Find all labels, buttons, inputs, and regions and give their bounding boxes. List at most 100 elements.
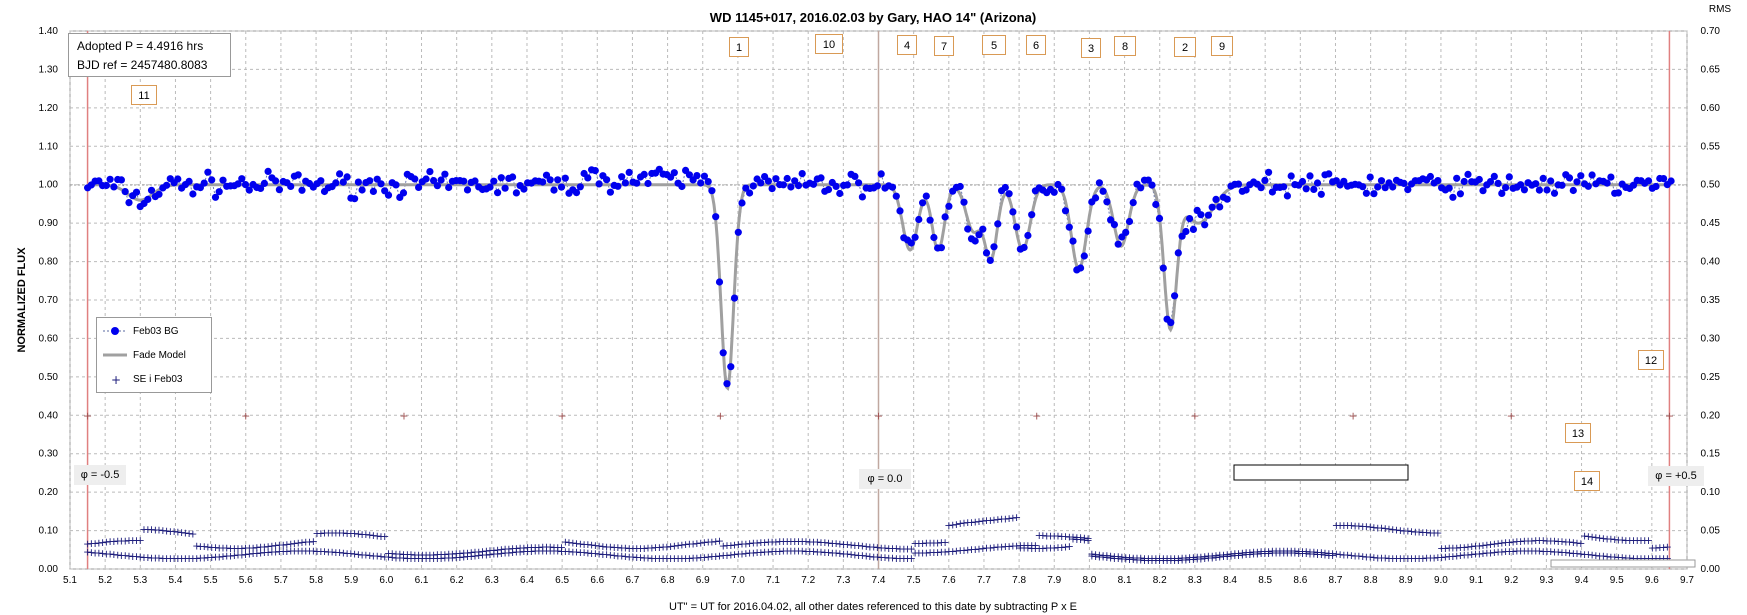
sei-point: + bbox=[1114, 552, 1123, 565]
sei-point: + bbox=[1557, 535, 1566, 548]
sei-point: + bbox=[380, 550, 389, 563]
data-point bbox=[945, 202, 953, 210]
sei-point: + bbox=[1177, 552, 1186, 565]
data-point bbox=[1242, 186, 1250, 194]
sei-point: + bbox=[192, 539, 201, 552]
sei-point: + bbox=[1279, 547, 1288, 560]
sei-point: + bbox=[218, 542, 227, 555]
data-point bbox=[561, 174, 569, 182]
sei-point: + bbox=[275, 539, 284, 552]
data-point bbox=[433, 182, 441, 190]
sei-point: + bbox=[1185, 553, 1194, 566]
sei-point: + bbox=[722, 549, 731, 562]
sei-point: + bbox=[98, 536, 107, 549]
annotation-12: 12 bbox=[1638, 350, 1664, 370]
sei-point: + bbox=[1599, 532, 1608, 545]
sei-point: + bbox=[1392, 524, 1401, 537]
sei-point: + bbox=[1245, 548, 1254, 561]
sei-point: + bbox=[508, 546, 517, 559]
sei-point: + bbox=[1377, 522, 1386, 535]
data-point bbox=[621, 179, 630, 187]
sei-point: + bbox=[290, 537, 299, 550]
sei-point: + bbox=[478, 549, 487, 562]
sei-point: + bbox=[1189, 551, 1198, 564]
sei-point: + bbox=[331, 527, 340, 540]
data-point bbox=[1058, 185, 1066, 193]
sei-point: + bbox=[1644, 534, 1653, 547]
sei-point: + bbox=[1659, 552, 1668, 565]
data-point bbox=[764, 177, 773, 185]
sei-point: + bbox=[1636, 552, 1645, 565]
x-tick-label: 6.5 bbox=[555, 575, 569, 586]
data-point bbox=[147, 186, 156, 194]
sei-point: + bbox=[869, 550, 878, 563]
sei-point: + bbox=[625, 542, 634, 555]
sei-point: + bbox=[1648, 552, 1657, 565]
data-point bbox=[1426, 172, 1434, 181]
sei-point: + bbox=[779, 545, 788, 558]
sei-point: + bbox=[899, 543, 908, 556]
sei-point: + bbox=[1512, 545, 1521, 558]
sei-point: + bbox=[188, 552, 197, 565]
data-point bbox=[1400, 179, 1408, 187]
sei-point: + bbox=[1347, 519, 1356, 532]
sei-point: + bbox=[670, 552, 679, 565]
sei-point: + bbox=[640, 551, 649, 564]
sei-point: + bbox=[335, 546, 344, 559]
sei-point: + bbox=[1486, 546, 1495, 559]
period-tick-mark: + bbox=[1665, 409, 1674, 422]
annotation-3: 3 bbox=[1081, 38, 1101, 58]
sei-point: + bbox=[1298, 547, 1307, 560]
data-point bbox=[1520, 186, 1528, 194]
sei-point: + bbox=[1211, 549, 1220, 562]
data-point bbox=[1061, 207, 1070, 215]
data-point bbox=[700, 172, 709, 180]
sei-point: + bbox=[982, 542, 991, 555]
sei-point: + bbox=[1467, 540, 1476, 553]
sei-point: + bbox=[628, 542, 637, 555]
sei-point: + bbox=[1076, 533, 1085, 546]
data-point bbox=[1660, 175, 1668, 183]
sei-point: + bbox=[1520, 535, 1529, 548]
data-point bbox=[550, 186, 558, 194]
sei-point: + bbox=[1305, 547, 1314, 560]
sei-point: + bbox=[606, 541, 615, 554]
sei-point: + bbox=[557, 545, 566, 558]
sei-point: + bbox=[1046, 542, 1055, 555]
sei-point: + bbox=[937, 546, 946, 559]
sei-point: + bbox=[1072, 531, 1081, 544]
sei-point: + bbox=[184, 552, 193, 565]
sei-point: + bbox=[647, 541, 656, 554]
sei-point: + bbox=[1606, 550, 1615, 563]
sei-point: + bbox=[406, 552, 415, 565]
annotation-6: 6 bbox=[1026, 35, 1046, 55]
y2-tick-label: 0.25 bbox=[1701, 372, 1721, 383]
sei-point: + bbox=[444, 548, 453, 561]
sei-point: + bbox=[361, 549, 370, 562]
sei-point: + bbox=[436, 552, 445, 565]
sei-point: + bbox=[1614, 551, 1623, 564]
sei-point: + bbox=[1505, 545, 1514, 558]
sei-point: + bbox=[1618, 551, 1627, 564]
sei-point: + bbox=[1324, 549, 1333, 562]
sei-point: + bbox=[1546, 545, 1555, 558]
sei-point: + bbox=[1065, 540, 1074, 553]
sei-point: + bbox=[354, 528, 363, 541]
sei-point: + bbox=[1200, 552, 1209, 565]
sei-point: + bbox=[1287, 545, 1296, 558]
data-point bbox=[655, 165, 663, 173]
sei-point: + bbox=[309, 535, 318, 548]
sei-point: + bbox=[113, 548, 122, 561]
empty-box-small bbox=[1550, 559, 1696, 568]
sei-point: + bbox=[1162, 554, 1171, 567]
sei-point: + bbox=[245, 542, 254, 555]
sei-point: + bbox=[1050, 530, 1059, 543]
x-axis-ticks: 5.1 5.2 5.3 5.4 5.5 5.6 5.7 5.8 5.9 6.0 6.1 6.2 6.3 6… bbox=[63, 575, 1694, 586]
data-point bbox=[727, 363, 735, 371]
sei-point: + bbox=[1595, 531, 1604, 544]
sei-point: + bbox=[1253, 547, 1262, 560]
sei-point: + bbox=[94, 547, 103, 560]
sei-point: + bbox=[166, 525, 175, 538]
sei-point: + bbox=[1125, 551, 1134, 564]
data-point bbox=[332, 179, 340, 187]
